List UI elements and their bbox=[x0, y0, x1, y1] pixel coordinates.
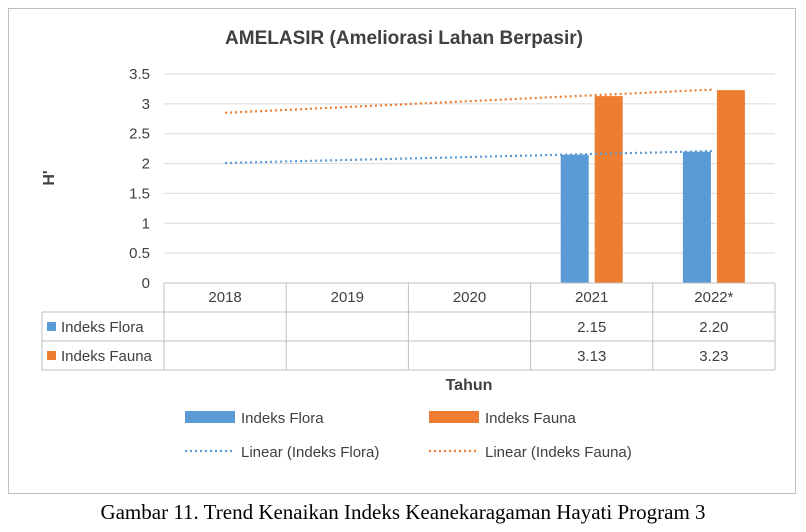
legend-label: Indeks Fauna bbox=[485, 410, 577, 427]
x-axis-label: Tahun bbox=[446, 377, 493, 394]
x-tick-label: 2022* bbox=[694, 289, 733, 306]
trendline-fauna bbox=[225, 88, 714, 114]
y-tick-label: 2.5 bbox=[129, 126, 150, 143]
chart: AMELASIR (Ameliorasi Lahan Berpasir) H' … bbox=[41, 28, 776, 461]
y-tick-label: 1 bbox=[142, 215, 150, 232]
trendline-flora bbox=[225, 149, 714, 165]
y-tick-label: 0.5 bbox=[129, 245, 150, 262]
x-tick-label: 2020 bbox=[453, 289, 486, 306]
trendlines bbox=[225, 88, 714, 165]
table-series-name: Indeks Flora bbox=[61, 319, 144, 336]
bar-indeks-fauna-2022 bbox=[716, 90, 745, 283]
legend-label: Indeks Flora bbox=[241, 410, 324, 427]
y-tick-labels: 0 0.5 1 1.5 2 2.5 3 3.5 bbox=[129, 66, 150, 292]
x-tick-label: 2018 bbox=[208, 289, 241, 306]
bar-indeks-flora-2021 bbox=[560, 154, 589, 283]
data-label: 3.13 bbox=[577, 348, 606, 365]
y-tick-label: 0 bbox=[142, 275, 150, 292]
y-tick-label: 3 bbox=[142, 96, 150, 113]
legend-label: Linear (Indeks Flora) bbox=[241, 444, 379, 461]
data-label: 2.15 bbox=[577, 319, 606, 336]
bar-indeks-fauna-2021 bbox=[594, 96, 623, 283]
chart-frame bbox=[8, 8, 796, 494]
table-legend-key bbox=[47, 351, 56, 360]
y-tick-label: 2 bbox=[142, 156, 150, 173]
legend-label: Linear (Indeks Fauna) bbox=[485, 444, 632, 461]
legend-key-bar bbox=[185, 411, 235, 423]
bar-indeks-flora-2022 bbox=[682, 151, 711, 283]
y-tick-label: 3.5 bbox=[129, 66, 150, 83]
chart-title: AMELASIR (Ameliorasi Lahan Berpasir) bbox=[225, 28, 583, 49]
table-legend-key bbox=[47, 322, 56, 331]
x-tick-label: 2021 bbox=[575, 289, 608, 306]
bars bbox=[560, 90, 745, 283]
data-table: 2018 2019 2020 2021 2022* Indeks Flora 2.15 2.2… bbox=[41, 282, 776, 371]
data-label: 3.23 bbox=[699, 348, 728, 365]
y-axis-label: H' bbox=[41, 170, 58, 185]
y-tick-label: 1.5 bbox=[129, 185, 150, 202]
figure-caption: Gambar 11. Trend Kenaikan Indeks Keaneka… bbox=[100, 500, 706, 524]
legend: Indeks Flora Indeks Fauna Linear (Indeks F… bbox=[185, 410, 632, 461]
x-tick-label: 2019 bbox=[331, 289, 364, 306]
legend-key-bar bbox=[429, 411, 479, 423]
data-label: 2.20 bbox=[699, 319, 728, 336]
table-series-name: Indeks Fauna bbox=[61, 348, 153, 365]
